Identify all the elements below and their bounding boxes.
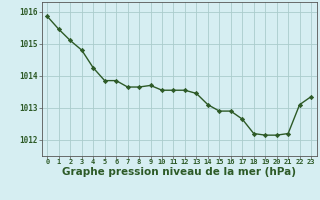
X-axis label: Graphe pression niveau de la mer (hPa): Graphe pression niveau de la mer (hPa) xyxy=(62,167,296,177)
